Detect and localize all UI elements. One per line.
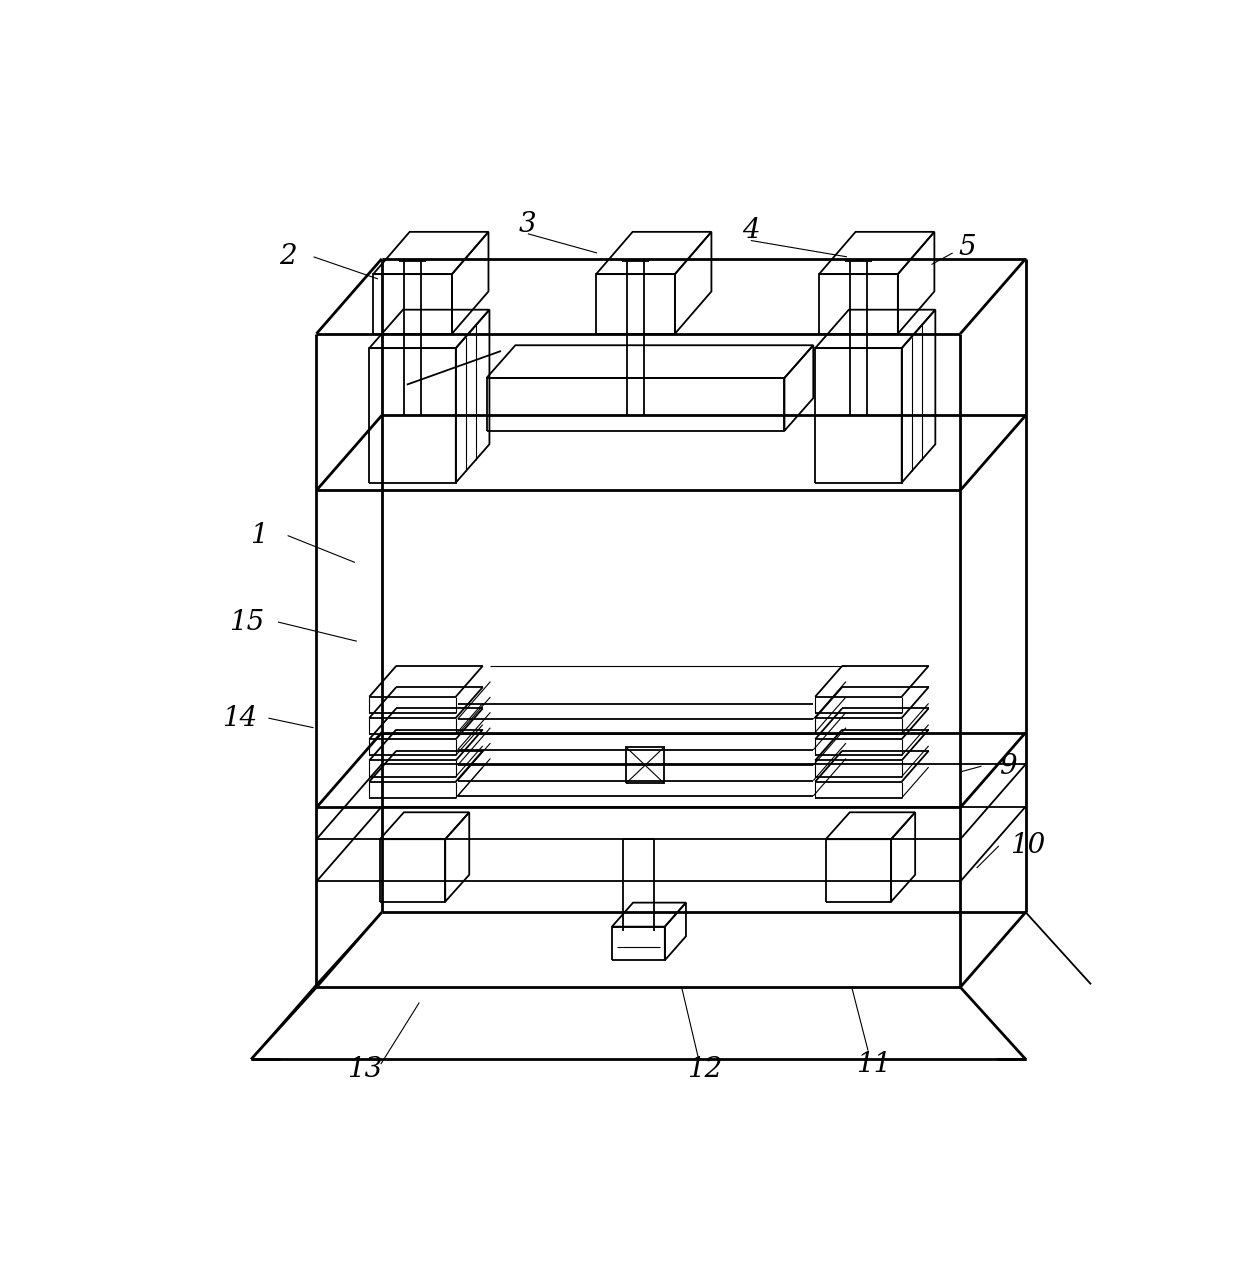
Text: 12: 12	[687, 1056, 723, 1083]
Text: 4: 4	[742, 217, 760, 244]
Text: 11: 11	[856, 1051, 892, 1078]
Text: 10: 10	[1009, 833, 1045, 860]
Text: 2: 2	[279, 243, 296, 270]
Text: 1: 1	[250, 522, 268, 549]
Text: 15: 15	[228, 609, 264, 636]
Text: 5: 5	[959, 234, 976, 261]
Text: 3: 3	[520, 211, 537, 238]
Text: 9: 9	[999, 753, 1017, 780]
Text: 13: 13	[347, 1056, 382, 1083]
Text: 14: 14	[222, 704, 257, 731]
